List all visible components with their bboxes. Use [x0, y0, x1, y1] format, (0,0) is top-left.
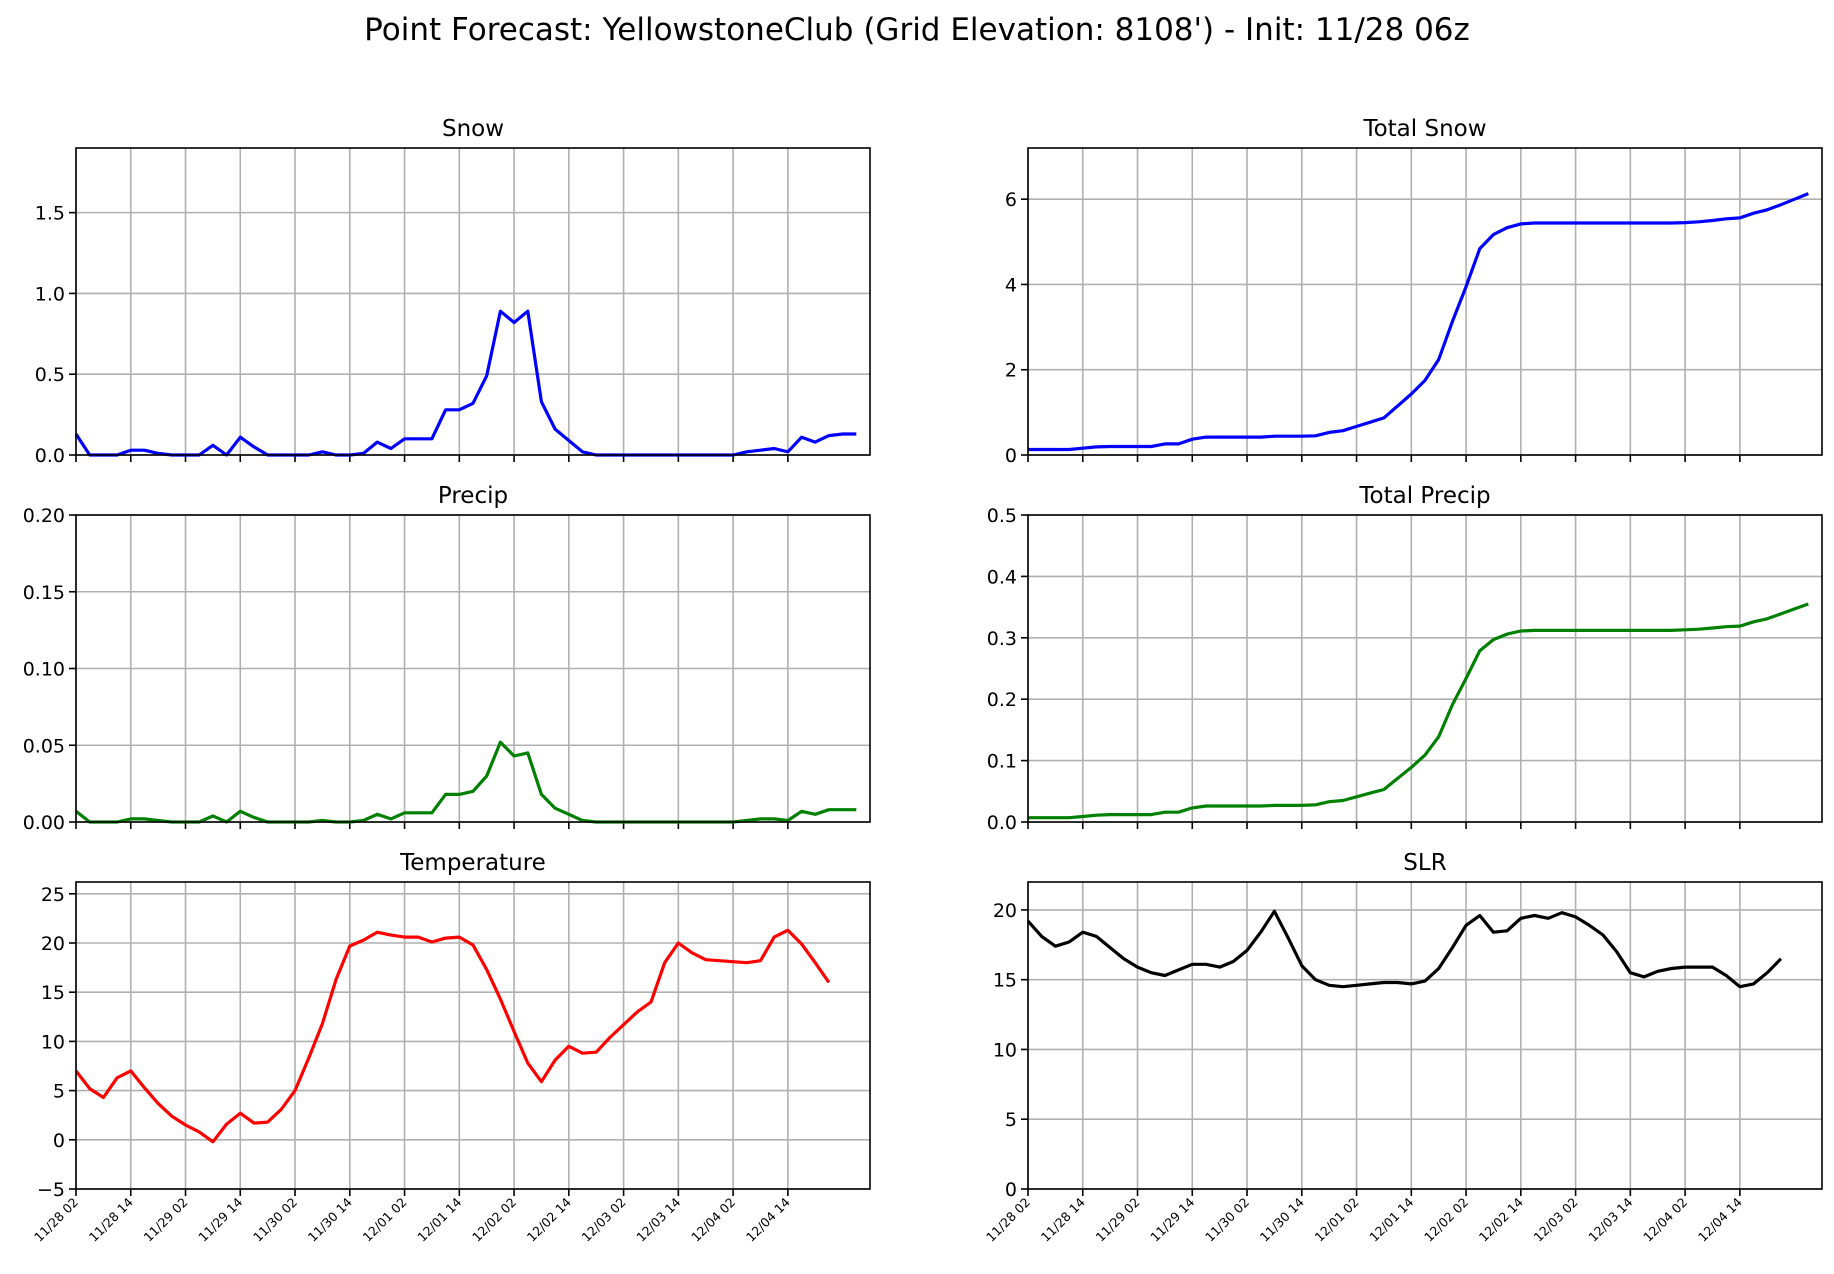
y-tick-label: −5	[37, 1179, 65, 1201]
y-tick-label: 25	[41, 884, 65, 906]
x-tick-label: 11/28 14	[1038, 1194, 1088, 1244]
x-tick-label: 12/01 02	[360, 1195, 410, 1245]
axes-frame	[75, 514, 871, 823]
y-tick-label: 15	[41, 982, 65, 1004]
total-precip-series-line	[1028, 602, 1809, 820]
x-tick-label: 12/02 14	[524, 1194, 574, 1244]
y-tick-label: 5	[53, 1081, 65, 1103]
y-tick-label: 0.15	[23, 582, 65, 604]
x-tick-label: 11/30 14	[305, 1194, 355, 1244]
x-tick-label: 12/04 14	[743, 1194, 793, 1244]
y-tick-label: 0.20	[23, 505, 65, 527]
temperature-panel: 11/28 02 11/28 14 11/29 02 11/29 14 11/30 02…	[31, 850, 871, 1245]
x-tick-label: 11/28 02	[983, 1195, 1033, 1245]
y-tick-label: 1.5	[35, 203, 65, 225]
x-tick-label: 11/29 02	[141, 1195, 191, 1245]
x-tick-label: 12/01 14	[414, 1194, 464, 1244]
x-tick-label: 12/03 02	[579, 1195, 629, 1245]
y-tick-label: 0	[1005, 1179, 1017, 1201]
x-tick-label: 11/29 02	[1093, 1195, 1143, 1245]
slr-title: SLR	[1403, 850, 1446, 876]
precip-title: Precip	[438, 483, 508, 509]
slr-panel: 11/28 02 11/28 14 11/29 02 11/29 14 11/30 02…	[983, 850, 1823, 1245]
y-tick-label: 20	[993, 900, 1017, 922]
x-tick-label: 11/30 02	[1202, 1195, 1252, 1245]
y-tick-label: 10	[41, 1031, 65, 1053]
y-tick-label: 0.5	[35, 364, 65, 386]
total-precip-panel: 0.0 0.1 0.2 0.3 0.4 0.5 Total Precip	[987, 483, 1823, 834]
x-tick-label: 12/02 14	[1476, 1194, 1526, 1244]
x-tick-label: 12/03 02	[1531, 1195, 1581, 1245]
y-tick-label: 20	[41, 933, 65, 955]
y-tick-label: 0.10	[23, 659, 65, 681]
x-tick-label: 11/28 02	[31, 1195, 81, 1245]
snow-panel: 0.0 0.5 1.0 1.5 Snow	[35, 116, 871, 467]
y-tick-label: 0.0	[35, 445, 65, 467]
y-tick-label: 0.2	[987, 689, 1017, 711]
y-tick-label: 0.5	[987, 505, 1017, 527]
temperature-title: Temperature	[399, 850, 546, 876]
figure-title: Point Forecast: YellowstoneClub (Grid El…	[364, 12, 1470, 48]
total-precip-title: Total Precip	[1358, 483, 1490, 509]
x-tick-label: 12/02 02	[1421, 1195, 1471, 1245]
axes-frame	[75, 147, 871, 456]
axes-frame	[1027, 514, 1823, 823]
y-tick-label: 15	[993, 970, 1017, 992]
y-tick-label: 0.3	[987, 628, 1017, 650]
axes-frame	[1027, 147, 1823, 456]
y-tick-label: 0.1	[987, 751, 1017, 773]
x-tick-label: 11/30 14	[1257, 1194, 1307, 1244]
precip-panel: 0.00 0.05 0.10 0.15 0.20 Precip	[23, 483, 871, 834]
x-tick-label: 12/04 14	[1695, 1194, 1745, 1244]
y-tick-label: 5	[1005, 1109, 1017, 1131]
y-tick-label: 2	[1005, 360, 1017, 382]
snow-title: Snow	[442, 116, 504, 142]
slr-series-line	[1026, 909, 1783, 989]
x-tick-label: 12/03 14	[633, 1194, 683, 1244]
x-tick-label: 11/28 14	[86, 1194, 136, 1244]
snow-series-line	[74, 309, 857, 457]
y-tick-label: 0.05	[23, 735, 65, 757]
precip-series-line	[75, 740, 857, 824]
y-tick-label: 6	[1005, 189, 1017, 211]
y-tick-label: 0.0	[987, 812, 1017, 834]
y-tick-label: 0.00	[23, 812, 65, 834]
x-tick-label: 11/29 14	[195, 1194, 245, 1244]
x-tick-label: 12/04 02	[688, 1195, 738, 1245]
x-tick-label: 12/01 02	[1312, 1195, 1362, 1245]
x-tick-label: 11/29 14	[1147, 1194, 1197, 1244]
x-tick-label: 11/30 02	[250, 1195, 300, 1245]
y-tick-label: 10	[993, 1039, 1017, 1061]
x-tick-label: 12/03 14	[1585, 1194, 1635, 1244]
y-tick-label: 4	[1005, 274, 1017, 296]
y-tick-label: 0.4	[987, 566, 1017, 588]
x-tick-label: 12/01 14	[1366, 1194, 1416, 1244]
total-snow-panel: 0 2 4 6 Total Snow	[1005, 116, 1823, 467]
axes-frame	[1027, 881, 1823, 1190]
y-tick-label: 0	[1005, 445, 1017, 467]
axes-frame	[75, 881, 871, 1190]
y-tick-label: 0	[53, 1130, 65, 1152]
x-tick-label: 12/04 02	[1640, 1195, 1690, 1245]
total-snow-title: Total Snow	[1362, 116, 1486, 142]
total-snow-series-line	[1028, 192, 1809, 452]
y-tick-label: 1.0	[35, 283, 65, 305]
x-tick-label: 12/02 02	[469, 1195, 519, 1245]
temperature-series-line	[74, 928, 831, 1144]
